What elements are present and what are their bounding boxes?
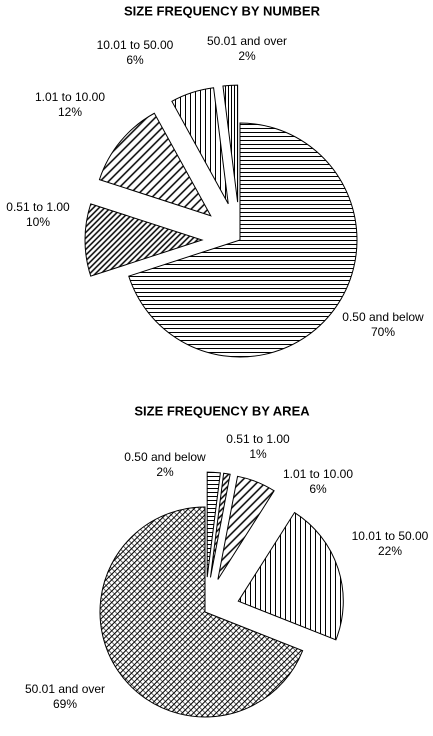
slice-label: 1.01 to 10.00 [283, 467, 353, 481]
pie-slice [237, 511, 344, 641]
slice-value-label: 6% [126, 53, 144, 67]
slice-label: 0.50 and below [342, 310, 424, 324]
slice-label: 50.01 and over [25, 682, 105, 696]
pie-slice [84, 203, 204, 277]
slice-label: 1.01 to 10.00 [35, 90, 105, 104]
slice-label: 0.51 to 1.00 [226, 432, 290, 446]
chart-title: SIZE FREQUENCY BY AREA [134, 403, 310, 418]
slice-label: 0.50 and below [124, 450, 206, 464]
slice-value-label: 2% [156, 465, 174, 479]
slice-value-label: 12% [58, 105, 82, 119]
pie-slice [171, 87, 229, 205]
slice-value-label: 1% [249, 447, 267, 461]
slice-label: 0.51 to 1.00 [6, 200, 70, 214]
pie-slice [217, 475, 275, 580]
slice-value-label: 10% [26, 215, 50, 229]
slice-label: 10.01 to 50.00 [352, 529, 429, 543]
slice-value-label: 22% [378, 544, 402, 558]
pie-slice [128, 122, 358, 358]
pie-slice [206, 471, 221, 578]
pie-slice [209, 472, 231, 578]
slice-value-label: 2% [238, 49, 256, 63]
slice-label: 10.01 to 50.00 [97, 38, 174, 52]
slice-value-label: 70% [371, 325, 395, 339]
pie-slice [222, 84, 239, 203]
chart-title: SIZE FREQUENCY BY NUMBER [124, 3, 321, 18]
pie-slice [98, 112, 212, 217]
pie-slice [99, 506, 304, 718]
slice-label: 50.01 and over [207, 34, 287, 48]
slice-value-label: 69% [53, 697, 77, 711]
slice-value-label: 6% [309, 482, 327, 496]
